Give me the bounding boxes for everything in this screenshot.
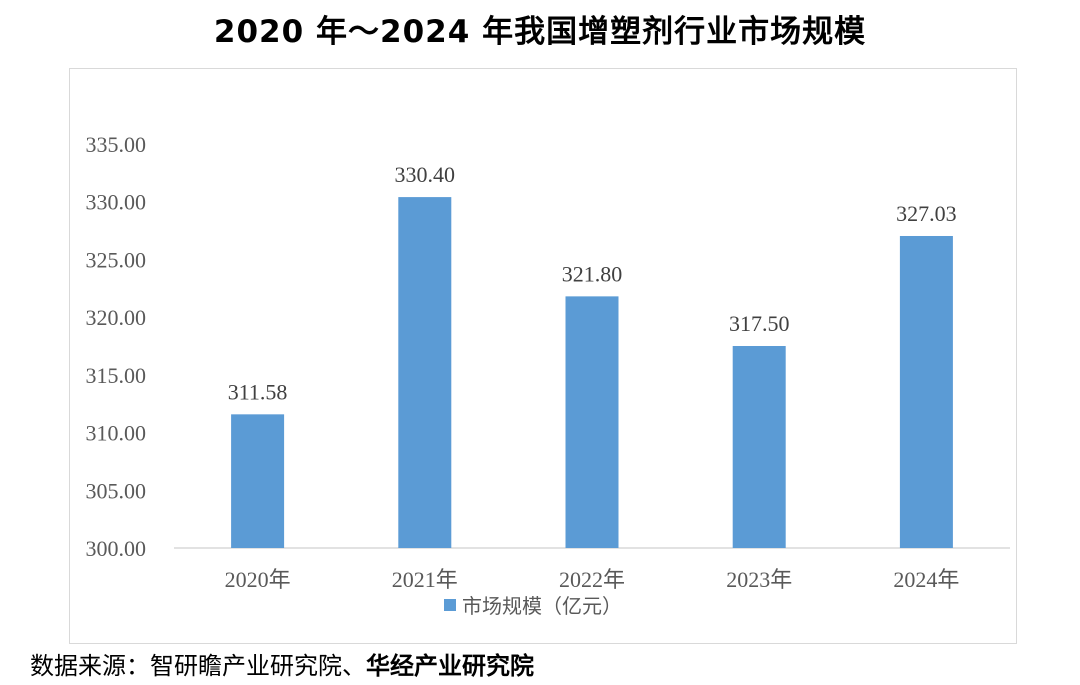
source-bold: 华经产业研究院 (366, 652, 534, 680)
x-tick-label: 2024年 (893, 567, 959, 592)
data-source: 数据来源：智研瞻产业研究院、华经产业研究院 (30, 646, 534, 681)
data-label: 327.03 (896, 201, 957, 226)
legend-label: 市场规模（亿元） (462, 594, 622, 618)
bar (732, 346, 786, 548)
y-tick-label: 300.00 (86, 536, 147, 561)
y-tick-label: 305.00 (86, 478, 147, 503)
y-tick-label: 320.00 (86, 305, 147, 330)
bar (899, 235, 953, 548)
y-tick-label: 325.00 (86, 247, 147, 272)
data-label: 311.58 (228, 379, 288, 404)
x-tick-label: 2023年 (726, 567, 792, 592)
x-tick-label: 2022年 (559, 567, 625, 592)
data-label: 321.80 (562, 261, 623, 286)
y-tick-label: 330.00 (86, 190, 147, 215)
bar (565, 296, 619, 548)
x-tick-label: 2021年 (392, 567, 458, 592)
y-tick-label: 335.00 (86, 132, 147, 157)
y-tick-label: 315.00 (86, 363, 147, 388)
chart-frame (69, 68, 1017, 644)
bar (231, 414, 285, 548)
data-label: 317.50 (729, 311, 790, 336)
source-prefix: 数据来源：智研瞻产业研究院、 (30, 652, 366, 680)
y-tick-label: 310.00 (86, 421, 147, 446)
x-tick-label: 2020年 (225, 567, 291, 592)
legend-swatch (444, 599, 456, 611)
chart-title: 2020 年～2024 年我国增塑剂行业市场规模 (213, 14, 867, 50)
bar (398, 197, 452, 548)
data-label: 330.40 (395, 162, 456, 187)
